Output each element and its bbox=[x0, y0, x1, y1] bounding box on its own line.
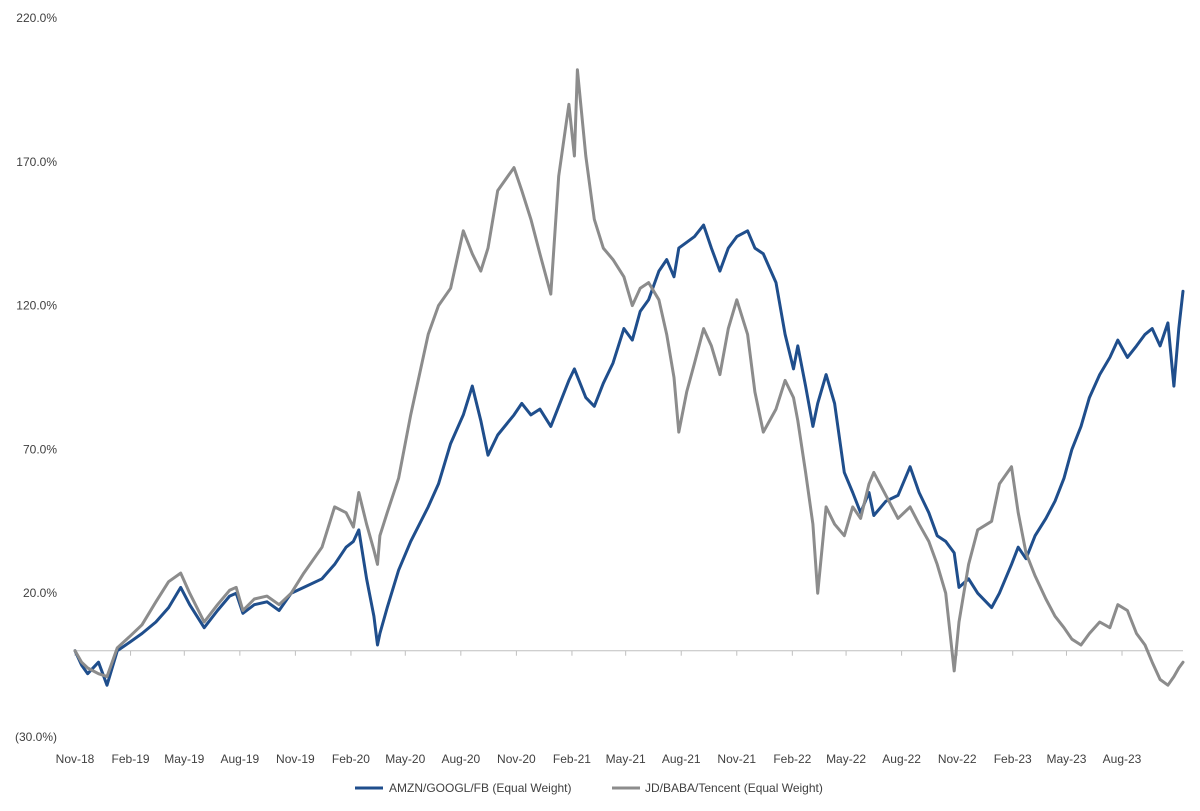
x-tick-label: Feb-19 bbox=[112, 752, 150, 766]
x-tick-label: May-21 bbox=[606, 752, 646, 766]
x-tick-label: Feb-21 bbox=[553, 752, 591, 766]
y-tick-label: 20.0% bbox=[23, 586, 57, 600]
legend: AMZN/GOOGL/FB (Equal Weight) JD/BABA/Tenc… bbox=[355, 781, 823, 795]
x-tick-label: May-23 bbox=[1046, 752, 1086, 766]
x-tick-label: Aug-19 bbox=[220, 752, 259, 766]
x-tick-label: May-22 bbox=[826, 752, 866, 766]
x-tick-label: Aug-23 bbox=[1103, 752, 1142, 766]
y-tick-label: 220.0% bbox=[16, 11, 57, 25]
y-tick-label: (30.0%) bbox=[15, 730, 57, 744]
series-line-jd-baba-tencent bbox=[73, 68, 1185, 687]
legend-item-amzn-googl-fb: AMZN/GOOGL/FB (Equal Weight) bbox=[355, 781, 572, 795]
x-tick-label: Feb-20 bbox=[332, 752, 370, 766]
x-tick-label: May-19 bbox=[164, 752, 204, 766]
x-tick-label: Nov-21 bbox=[717, 752, 756, 766]
legend-label: JD/BABA/Tencent (Equal Weight) bbox=[645, 781, 823, 795]
x-tick-label: Nov-19 bbox=[276, 752, 315, 766]
legend-item-jd-baba-tencent: JD/BABA/Tencent (Equal Weight) bbox=[612, 781, 823, 795]
x-tick-label: Nov-18 bbox=[56, 752, 95, 766]
legend-label: AMZN/GOOGL/FB (Equal Weight) bbox=[389, 781, 572, 795]
x-tick-label: Aug-21 bbox=[662, 752, 701, 766]
y-axis-labels: (30.0%) 20.0% 70.0% 120.0% 170.0% 220.0% bbox=[15, 11, 57, 744]
y-tick-label: 70.0% bbox=[23, 442, 57, 456]
x-tick-label: May-20 bbox=[385, 752, 425, 766]
y-tick-label: 120.0% bbox=[16, 299, 57, 313]
x-tick-label: Feb-23 bbox=[994, 752, 1032, 766]
x-tick-label: Aug-20 bbox=[441, 752, 480, 766]
series-layer bbox=[73, 68, 1185, 687]
x-tick-label: Nov-20 bbox=[497, 752, 536, 766]
x-tick-label: Aug-22 bbox=[882, 752, 921, 766]
x-axis-labels: Nov-18 Feb-19 May-19 Aug-19 Nov-19 Feb-20 May-… bbox=[56, 752, 1142, 766]
y-tick-label: 170.0% bbox=[16, 155, 57, 169]
x-tick-label: Feb-22 bbox=[773, 752, 811, 766]
x-tick-label: Nov-22 bbox=[938, 752, 977, 766]
